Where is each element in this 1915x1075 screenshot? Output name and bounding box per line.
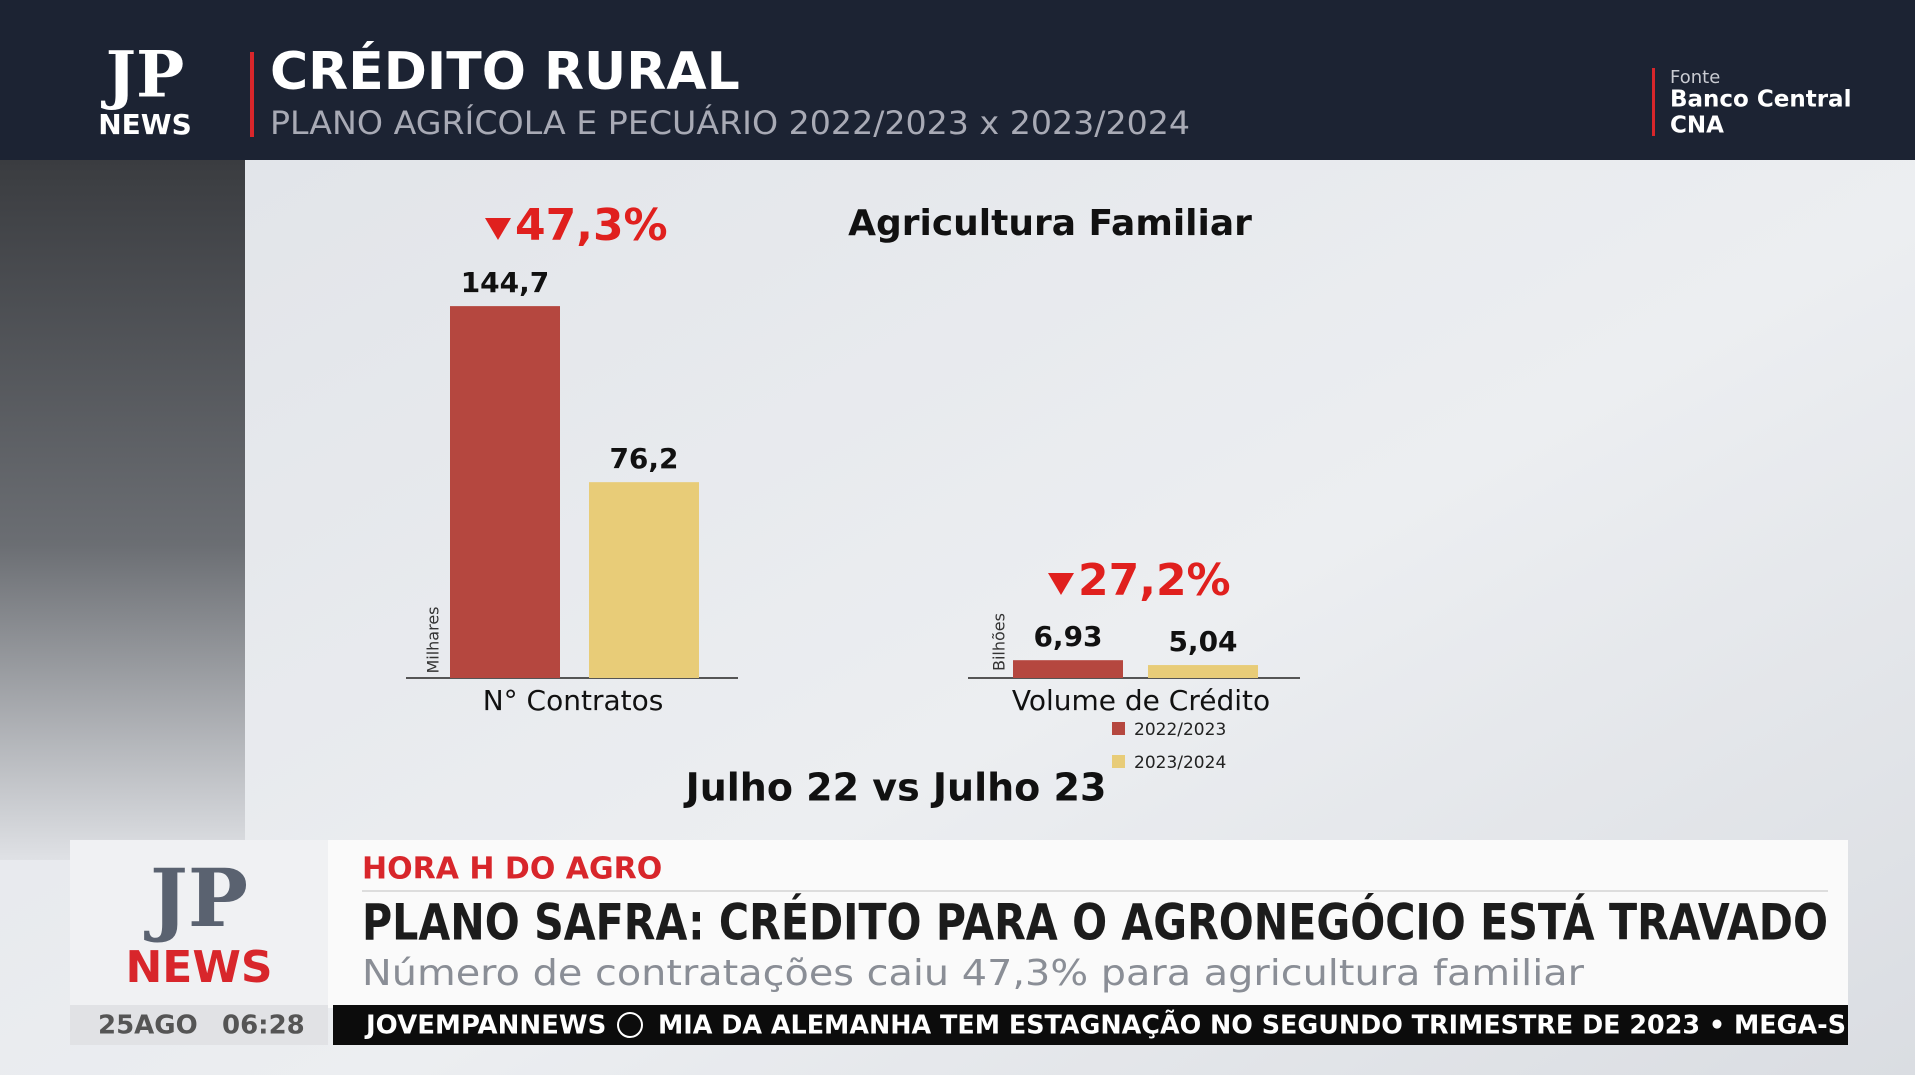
date: 25AGO bbox=[98, 1011, 198, 1041]
x-label: N° Contratos bbox=[483, 684, 664, 717]
y-unit: Milhares bbox=[424, 606, 443, 673]
x-label: Volume de Crédito bbox=[1012, 684, 1270, 717]
subtitle: PLANO AGRÍCOLA E PECUÁRIO 2022/2023 x 20… bbox=[270, 104, 1190, 142]
source: CNA bbox=[1670, 113, 1724, 139]
bar bbox=[589, 482, 699, 678]
change-label: 27,2% bbox=[1078, 555, 1231, 606]
bar bbox=[1013, 660, 1123, 678]
source-divider bbox=[1652, 68, 1655, 136]
chart-title: Agricultura Familiar bbox=[848, 203, 1252, 244]
source-label: Fonte bbox=[1670, 67, 1720, 88]
logo: JP bbox=[101, 38, 184, 113]
y-unit: Bilhões bbox=[990, 613, 1009, 671]
headline: PLANO SAFRA: CRÉDITO PARA O AGRONEGÓCIO … bbox=[362, 893, 1828, 952]
value-label: 6,93 bbox=[1033, 620, 1102, 653]
ticker-text: MIA DA ALEMANHA TEM ESTAGNAÇÃO NO SEGUND… bbox=[658, 1009, 1846, 1041]
value-label: 144,7 bbox=[461, 266, 550, 299]
value-label: 5,04 bbox=[1168, 625, 1237, 658]
separator bbox=[362, 890, 1828, 892]
subline: Número de contratações caiu 47,3% para a… bbox=[362, 953, 1584, 994]
divider bbox=[250, 52, 254, 137]
ticker-bar bbox=[333, 1005, 1848, 1045]
clock-box bbox=[70, 1005, 328, 1045]
program: HORA H DO AGRO bbox=[362, 852, 662, 887]
legend-label: 2023/2024 bbox=[1134, 753, 1226, 773]
period: Julho 22 vs Julho 23 bbox=[683, 766, 1107, 810]
lower-logo-panel bbox=[70, 840, 328, 1008]
bar bbox=[1148, 665, 1258, 678]
down-arrow bbox=[1048, 573, 1074, 595]
time: 06:28 bbox=[222, 1011, 305, 1041]
ticker-brand: JOVEMPANNEWS bbox=[364, 1011, 606, 1041]
down-arrow bbox=[485, 218, 511, 240]
legend-label: 2022/2023 bbox=[1134, 720, 1226, 740]
legend-swatch bbox=[1112, 722, 1125, 735]
change-label: 47,3% bbox=[515, 200, 668, 251]
ticker-icon bbox=[617, 1012, 643, 1038]
bar bbox=[450, 306, 560, 678]
lower-logo: JP bbox=[144, 851, 248, 945]
logo-sub: NEWS bbox=[98, 108, 192, 141]
source: Banco Central bbox=[1670, 87, 1851, 113]
value-label: 76,2 bbox=[609, 442, 678, 475]
lower-logo-sub: NEWS bbox=[125, 942, 272, 993]
side-photo bbox=[0, 160, 245, 860]
lower-third bbox=[70, 840, 1848, 1008]
header-bar bbox=[0, 0, 1915, 160]
title: CRÉDITO RURAL bbox=[270, 41, 740, 102]
charts: N° Contratos Milhares 47,3% 144,7 76,2 Volume… bbox=[406, 200, 1300, 773]
legend-swatch bbox=[1112, 755, 1125, 768]
